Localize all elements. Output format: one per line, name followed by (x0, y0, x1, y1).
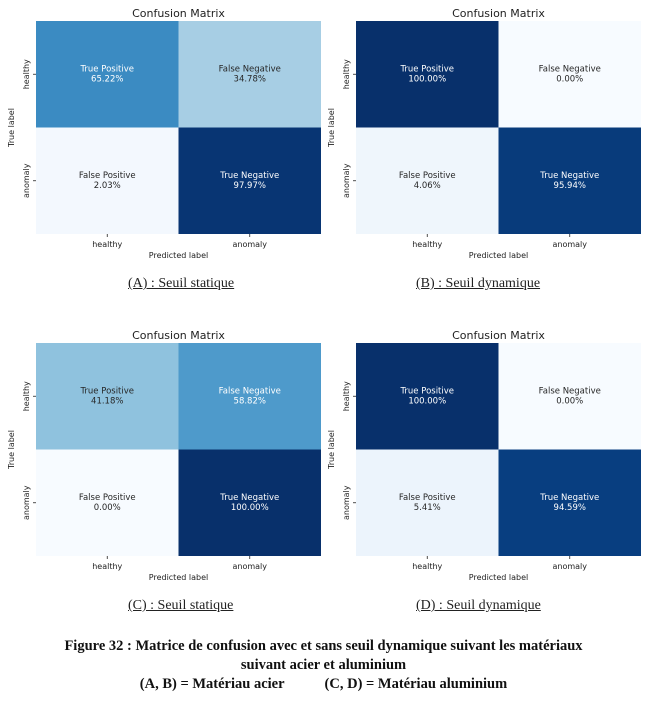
cell-label: False Negative (219, 64, 281, 74)
cell-value: 4.06% (414, 181, 441, 191)
cell-label: True Positive (399, 64, 454, 74)
x-axis-label: Predicted label (149, 251, 208, 260)
confusion-matrix-panel-b: Confusion Matrix True Positive 100.00% Fals… (326, 6, 641, 266)
y-tick-label: anomaly (342, 163, 351, 198)
cell-label: True Negative (219, 171, 279, 181)
cell-label: False Positive (399, 171, 456, 181)
cell-label: True Positive (79, 64, 134, 74)
figure-caption-aluminium: (C, D) = Matériau aluminium (324, 676, 508, 692)
cell-value: 100.00% (231, 503, 269, 513)
cell-value: 95.94% (554, 181, 586, 191)
heatmap-cell (356, 127, 499, 234)
cell-label: False Positive (399, 493, 456, 503)
y-tick-label: anomaly (22, 485, 31, 520)
x-tick-label: anomaly (552, 240, 587, 249)
x-tick-label: healthy (412, 240, 442, 249)
cell-value: 5.41% (414, 503, 441, 513)
subcaption-b: (B) : Seuil dynamique (416, 276, 541, 291)
chart-title: Confusion Matrix (452, 7, 545, 20)
y-tick-label: healthy (22, 59, 31, 89)
y-axis-label: True label (7, 430, 16, 470)
cell-label: True Positive (399, 386, 454, 396)
x-axis-label: Predicted label (149, 573, 208, 582)
chart-title: Confusion Matrix (452, 329, 545, 342)
x-axis-label: Predicted label (469, 251, 528, 260)
figure-caption-line-1: Figure 32 : Matrice de confusion avec et… (64, 638, 583, 654)
x-tick-label: anomaly (232, 562, 267, 571)
heatmap-cell (178, 343, 321, 450)
heatmap-cell (356, 343, 499, 450)
cell-label: False Positive (79, 171, 136, 181)
figure-caption-line-3: (A, B) = Matériau acier (C, D) = Matériau… (0, 675, 647, 694)
x-tick-label: healthy (412, 562, 442, 571)
cell-value: 94.59% (554, 503, 586, 513)
x-tick-label: healthy (92, 240, 122, 249)
cell-value: 100.00% (408, 74, 446, 84)
figure-caption: Figure 32 : Matrice de confusion avec et… (0, 637, 647, 694)
subcaption-d: (D) : Seuil dynamique (416, 598, 541, 613)
confusion-matrix-panel-d: Confusion Matrix True Positive 100.00% Fals… (326, 328, 641, 588)
heatmap-cell (498, 21, 641, 128)
cell-value: 97.97% (234, 181, 266, 191)
heatmap-cell (178, 449, 321, 556)
cell-label: True Negative (219, 493, 279, 503)
confusion-matrix-panel-c: Confusion Matrix True Positive 41.18% False… (6, 328, 321, 588)
y-tick-label: anomaly (22, 163, 31, 198)
cell-label: False Negative (539, 64, 601, 74)
cell-label: False Negative (539, 386, 601, 396)
figure-caption-line-2: suivant acier et aluminium (240, 657, 407, 673)
y-axis-label: True label (327, 430, 336, 470)
heatmap-cell (498, 449, 641, 556)
x-tick-label: anomaly (552, 562, 587, 571)
heatmap-cell (498, 343, 641, 450)
subcaption-c: (C) : Seuil statique (128, 598, 234, 613)
y-tick-label: healthy (342, 381, 351, 411)
x-axis-label: Predicted label (469, 573, 528, 582)
heatmap-cell (36, 21, 179, 128)
heatmap-cell (36, 127, 179, 234)
figure-caption-steel: (A, B) = Matériau acier (139, 676, 285, 692)
heatmap-cell (36, 449, 179, 556)
cell-value: 100.00% (408, 396, 446, 406)
heatmap-cell (178, 21, 321, 128)
cell-value: 2.03% (94, 181, 121, 191)
confusion-matrix-panel-a: Confusion Matrix True Positive 65.22% False… (6, 6, 321, 266)
heatmap-cell (178, 127, 321, 234)
cell-label: True Negative (539, 171, 599, 181)
x-tick-label: healthy (92, 562, 122, 571)
chart-title: Confusion Matrix (132, 329, 225, 342)
cell-label: False Positive (79, 493, 136, 503)
cell-value: 0.00% (556, 396, 583, 406)
cell-label: False Negative (219, 386, 281, 396)
cell-label: True Negative (539, 493, 599, 503)
heatmap-cell (498, 127, 641, 234)
x-tick-label: anomaly (232, 240, 267, 249)
y-axis-label: True label (7, 108, 16, 148)
y-tick-label: healthy (342, 59, 351, 89)
y-axis-label: True label (327, 108, 336, 148)
cell-value: 0.00% (556, 74, 583, 84)
cell-value: 41.18% (91, 396, 123, 406)
cell-value: 58.82% (234, 396, 266, 406)
cell-value: 34.78% (234, 74, 266, 84)
y-tick-label: anomaly (342, 485, 351, 520)
cell-label: True Positive (79, 386, 134, 396)
heatmap-cell (36, 343, 179, 450)
heatmap-cell (356, 21, 499, 128)
cell-value: 0.00% (94, 503, 121, 513)
subcaption-a: (A) : Seuil statique (128, 276, 235, 291)
cell-value: 65.22% (91, 74, 123, 84)
heatmap-cell (356, 449, 499, 556)
chart-title: Confusion Matrix (132, 7, 225, 20)
y-tick-label: healthy (22, 381, 31, 411)
